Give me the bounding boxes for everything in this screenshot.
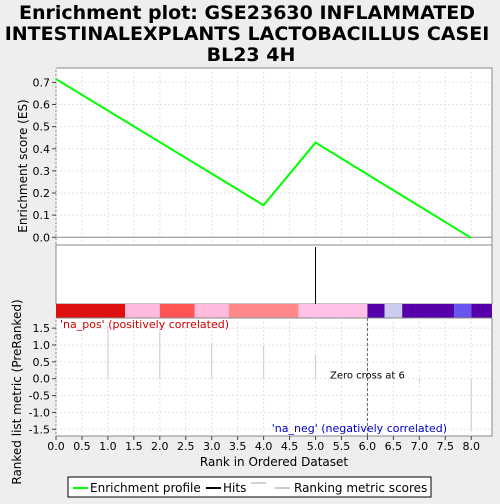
legend-box <box>67 476 432 498</box>
metric-y-tick-label: -1.5 <box>29 423 50 436</box>
metric-y-tick-label: 1.5 <box>33 322 51 335</box>
positive-correlated-label: 'na_pos' (positively correlated) <box>60 318 229 331</box>
es-y-tick-label: 0.5 <box>33 121 51 134</box>
es-y-tick-label: 0.1 <box>33 209 51 222</box>
x-tick-label: 0.5 <box>73 440 91 453</box>
es-y-tick-label: 0.0 <box>33 231 51 244</box>
x-tick-label: 3.0 <box>203 440 221 453</box>
es-y-tick-label: 0.6 <box>33 99 51 112</box>
es-y-tick-label: 0.3 <box>33 165 51 178</box>
zero-cross-label: Zero cross at 6 <box>330 371 405 382</box>
x-tick-label: 2.0 <box>151 440 169 453</box>
chart-title-line-2: INTESTINALEXPLANTS LACTOBACILLUS CASEI <box>5 23 490 45</box>
x-tick-label: 5.0 <box>307 440 325 453</box>
heat-bar-segment <box>454 304 472 318</box>
metric-plot-area <box>55 317 493 437</box>
x-tick-label: 1.0 <box>99 440 117 453</box>
negative-correlated-label: 'na_neg' (negatively correlated) <box>272 422 447 435</box>
x-tick-label: 7.0 <box>411 440 429 453</box>
x-tick-label: 3.5 <box>229 440 247 453</box>
legend-metric-label: Ranking metric scores <box>294 481 427 495</box>
chart-title: Enrichment plot: GSE23630 INFLAMMATED IN… <box>5 2 490 66</box>
x-tick-label: 4.0 <box>255 440 273 453</box>
metric-y-tick-label: 0.0 <box>33 373 51 386</box>
heat-bar-segment <box>159 304 195 318</box>
metric-y-tick-label: 1.0 <box>33 339 51 352</box>
ranking-heat-bar <box>56 304 492 318</box>
metric-y-tick-label: -0.5 <box>29 390 50 403</box>
enrichment-profile-line <box>55 78 472 239</box>
es-grid <box>55 68 492 245</box>
heat-bar-segment <box>228 304 299 318</box>
x-tick-label: 8.0 <box>462 440 480 453</box>
heat-bar-segment <box>125 304 160 318</box>
metric-y-tick-label: 0.5 <box>33 356 51 369</box>
ranking-metric-bars <box>107 326 472 431</box>
x-tick-label: 4.5 <box>281 440 299 453</box>
es-y-tick-label: 0.4 <box>33 143 51 156</box>
legend-enrichment-label: Enrichment profile <box>90 481 201 495</box>
heat-bar-segment <box>56 304 126 318</box>
metric-grid <box>55 318 492 436</box>
heat-bar-segment <box>298 304 368 318</box>
chart-title-line-1: Enrichment plot: GSE23630 INFLAMMATED <box>19 2 475 24</box>
x-tick-label: 6.0 <box>359 440 377 453</box>
es-y-tick-label: 0.2 <box>33 187 51 200</box>
chart-title-line-3: BL23 4H <box>207 44 296 66</box>
x-tick-label: 6.5 <box>385 440 403 453</box>
metric-y-tick-label: -1.0 <box>29 406 50 419</box>
heat-bar-segment <box>384 304 403 318</box>
x-axis: 0.0 0.5 1.0 1.5 2.0 2.5 3.0 3.5 4.0 4.5 5.0 5.5 6.0 6… <box>47 436 480 453</box>
es-y-axis: 0.0 0.1 0.2 0.3 0.4 0.5 0.6 0.7 <box>33 76 56 244</box>
x-tick-label: 5.5 <box>333 440 351 453</box>
x-tick-label: 1.5 <box>125 440 143 453</box>
metric-y-label: Ranked list metric (PreRanked) <box>10 299 24 484</box>
legend: Enrichment profile Hits Ranking metric s… <box>67 476 432 498</box>
heat-bar-segment <box>471 304 492 318</box>
x-tick-label: 0.0 <box>47 440 65 453</box>
metric-y-axis: -1.5 -1.0 -0.5 0.0 0.5 1.0 1.5 <box>29 322 56 436</box>
es-y-label: Enrichment score (ES) <box>16 99 30 232</box>
x-axis-label: Rank in Ordered Dataset <box>200 455 348 469</box>
es-plot-area <box>55 67 493 246</box>
heat-bar-segment <box>194 304 229 318</box>
heat-bar-segment <box>402 304 455 318</box>
es-y-tick-label: 0.7 <box>33 76 51 89</box>
x-tick-label: 7.5 <box>437 440 455 453</box>
legend-hits-label: Hits <box>223 481 246 495</box>
hits-panel <box>55 244 493 305</box>
x-tick-label: 2.5 <box>177 440 195 453</box>
heat-bar-segment <box>367 304 385 318</box>
